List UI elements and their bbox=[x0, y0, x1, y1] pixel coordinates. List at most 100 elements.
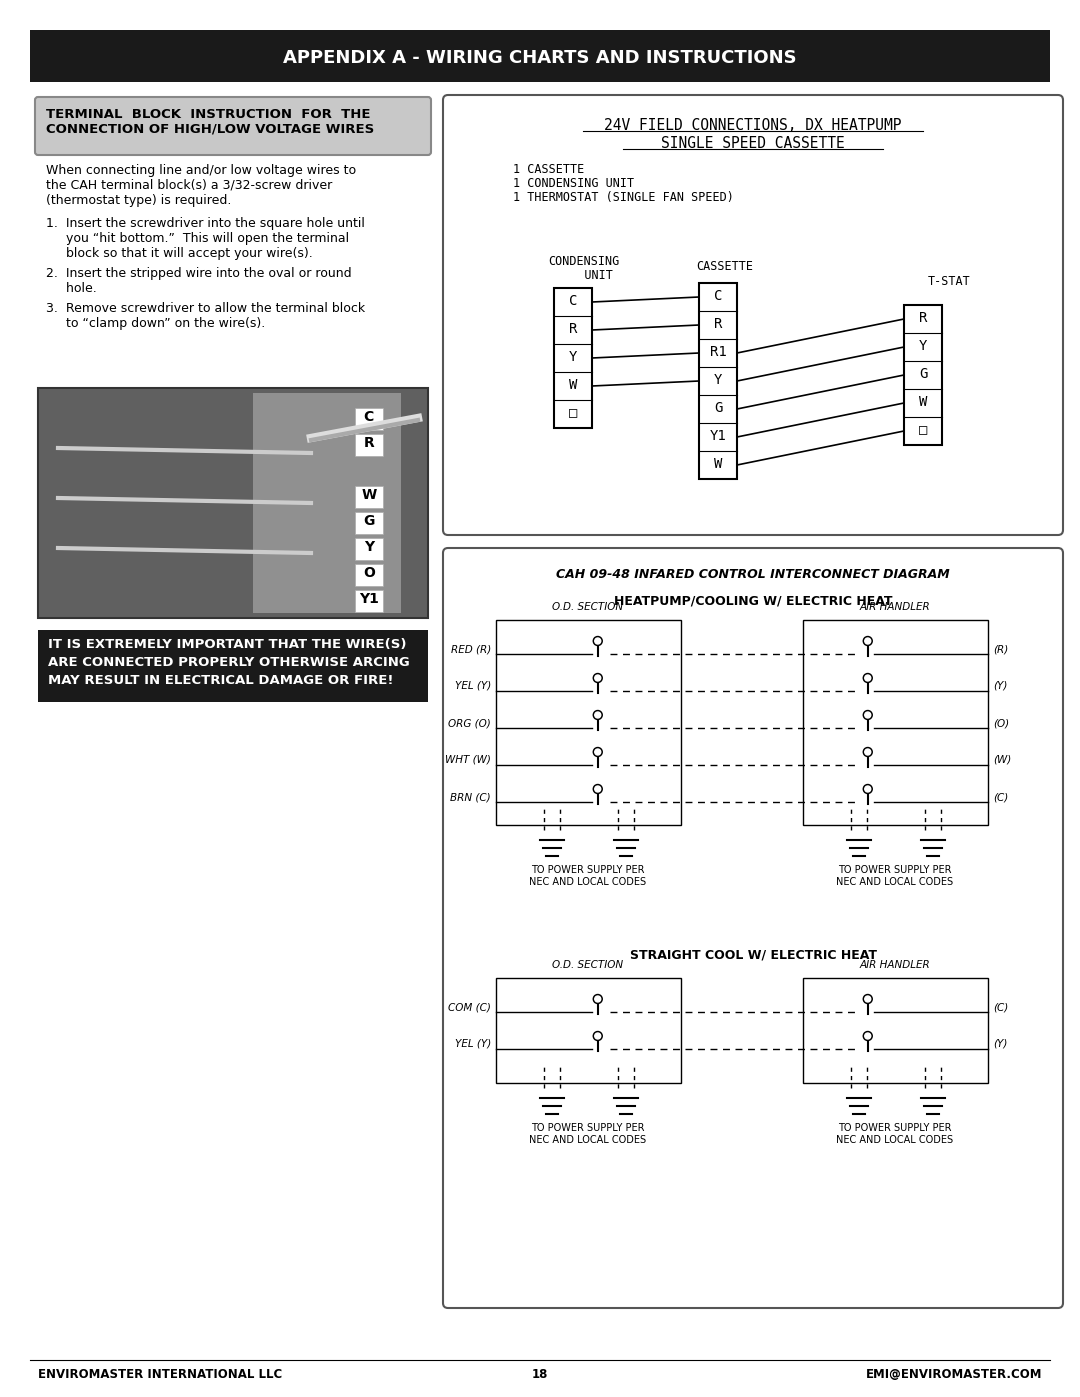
Circle shape bbox=[865, 787, 870, 792]
FancyBboxPatch shape bbox=[443, 548, 1063, 1308]
Bar bbox=[38, 388, 428, 617]
Text: (O): (O) bbox=[993, 718, 1009, 728]
Text: (C): (C) bbox=[993, 792, 1009, 802]
Text: □: □ bbox=[569, 407, 577, 420]
Text: AIR HANDLER: AIR HANDLER bbox=[860, 602, 930, 612]
Text: G: G bbox=[363, 514, 375, 528]
Text: O.D. SECTION: O.D. SECTION bbox=[553, 960, 623, 970]
Text: CONDENSING: CONDENSING bbox=[548, 256, 619, 268]
Circle shape bbox=[863, 637, 873, 645]
Bar bbox=[355, 408, 382, 430]
Text: COM (C): COM (C) bbox=[448, 1002, 491, 1011]
Text: 1 CASSETTE: 1 CASSETTE bbox=[513, 163, 584, 176]
Bar bbox=[30, 29, 1050, 82]
Bar bbox=[804, 620, 988, 826]
Text: TO POWER SUPPLY PER
NEC AND LOCAL CODES: TO POWER SUPPLY PER NEC AND LOCAL CODES bbox=[836, 1123, 954, 1144]
Text: YEL (Y): YEL (Y) bbox=[455, 1039, 491, 1049]
Text: 1 THERMOSTAT (SINGLE FAN SPEED): 1 THERMOSTAT (SINGLE FAN SPEED) bbox=[513, 191, 734, 204]
Text: hole.: hole. bbox=[46, 282, 97, 295]
Text: STRAIGHT COOL W/ ELECTRIC HEAT: STRAIGHT COOL W/ ELECTRIC HEAT bbox=[630, 949, 877, 961]
Text: EMI@ENVIROMASTER.COM: EMI@ENVIROMASTER.COM bbox=[865, 1368, 1042, 1382]
Text: R: R bbox=[569, 321, 577, 337]
Text: WHT (W): WHT (W) bbox=[445, 754, 491, 766]
Text: ENVIROMASTER INTERNATIONAL LLC: ENVIROMASTER INTERNATIONAL LLC bbox=[38, 1368, 282, 1382]
Text: 1 CONDENSING UNIT: 1 CONDENSING UNIT bbox=[513, 177, 634, 190]
Text: (W): (W) bbox=[993, 754, 1011, 766]
Text: AIR HANDLER: AIR HANDLER bbox=[860, 960, 930, 970]
Text: Y: Y bbox=[919, 339, 928, 353]
Bar bbox=[355, 511, 382, 534]
Bar bbox=[355, 564, 382, 585]
Bar bbox=[355, 590, 382, 612]
Bar bbox=[496, 620, 681, 826]
Circle shape bbox=[593, 995, 603, 1003]
Circle shape bbox=[595, 638, 600, 644]
Text: MAY RESULT IN ELECTRICAL DAMAGE OR FIRE!: MAY RESULT IN ELECTRICAL DAMAGE OR FIRE! bbox=[48, 673, 393, 687]
Text: When connecting line and/or low voltage wires to: When connecting line and/or low voltage … bbox=[46, 163, 356, 177]
Text: CASSETTE: CASSETTE bbox=[696, 260, 753, 272]
Circle shape bbox=[595, 996, 600, 1002]
Text: (R): (R) bbox=[993, 644, 1009, 654]
Circle shape bbox=[595, 1032, 600, 1039]
Text: C: C bbox=[714, 289, 723, 303]
Bar bbox=[554, 288, 592, 427]
Bar bbox=[253, 393, 401, 613]
Text: you “hit bottom.”  This will open the terminal: you “hit bottom.” This will open the ter… bbox=[46, 232, 349, 244]
Circle shape bbox=[595, 712, 600, 718]
Bar bbox=[355, 434, 382, 455]
Text: C: C bbox=[569, 293, 577, 307]
Text: W: W bbox=[361, 488, 377, 502]
Text: YEL (Y): YEL (Y) bbox=[455, 680, 491, 692]
Circle shape bbox=[865, 996, 870, 1002]
Circle shape bbox=[593, 673, 603, 683]
Text: (Y): (Y) bbox=[993, 1039, 1008, 1049]
Circle shape bbox=[593, 1031, 603, 1041]
Text: 2.  Insert the stripped wire into the oval or round: 2. Insert the stripped wire into the ova… bbox=[46, 267, 352, 279]
Text: ORG (O): ORG (O) bbox=[448, 718, 491, 728]
Text: O.D. SECTION: O.D. SECTION bbox=[553, 602, 623, 612]
Text: Y1: Y1 bbox=[710, 429, 727, 443]
Circle shape bbox=[595, 787, 600, 792]
Text: BRN (C): BRN (C) bbox=[450, 792, 491, 802]
Text: W: W bbox=[569, 379, 577, 393]
Text: R: R bbox=[714, 317, 723, 331]
Text: T-STAT: T-STAT bbox=[928, 275, 971, 288]
Circle shape bbox=[593, 785, 603, 793]
Circle shape bbox=[865, 712, 870, 718]
Circle shape bbox=[595, 749, 600, 754]
Text: G: G bbox=[919, 367, 928, 381]
Text: (Y): (Y) bbox=[993, 680, 1008, 692]
Text: HEATPUMP/COOLING W/ ELECTRIC HEAT: HEATPUMP/COOLING W/ ELECTRIC HEAT bbox=[613, 595, 892, 608]
Bar bbox=[804, 978, 988, 1083]
Bar bbox=[904, 305, 942, 446]
Bar bbox=[355, 486, 382, 509]
Text: 24V FIELD CONNECTIONS, DX HEATPUMP: 24V FIELD CONNECTIONS, DX HEATPUMP bbox=[604, 117, 902, 133]
Circle shape bbox=[593, 711, 603, 719]
Text: R: R bbox=[919, 312, 928, 326]
Text: W: W bbox=[919, 395, 928, 409]
Text: R1: R1 bbox=[710, 345, 727, 359]
Text: C: C bbox=[364, 409, 374, 425]
Text: APPENDIX A - WIRING CHARTS AND INSTRUCTIONS: APPENDIX A - WIRING CHARTS AND INSTRUCTI… bbox=[283, 49, 797, 67]
Text: Y1: Y1 bbox=[359, 592, 379, 606]
Circle shape bbox=[863, 995, 873, 1003]
Circle shape bbox=[863, 1031, 873, 1041]
Text: to “clamp down” on the wire(s).: to “clamp down” on the wire(s). bbox=[46, 317, 266, 330]
Circle shape bbox=[595, 675, 600, 680]
Text: 18: 18 bbox=[531, 1368, 549, 1382]
Text: block so that it will accept your wire(s).: block so that it will accept your wire(s… bbox=[46, 247, 313, 260]
Text: TO POWER SUPPLY PER
NEC AND LOCAL CODES: TO POWER SUPPLY PER NEC AND LOCAL CODES bbox=[836, 865, 954, 887]
Circle shape bbox=[863, 747, 873, 757]
Text: O: O bbox=[363, 566, 375, 580]
FancyBboxPatch shape bbox=[35, 96, 431, 155]
Text: W: W bbox=[714, 457, 723, 471]
Text: UNIT: UNIT bbox=[563, 270, 612, 282]
Circle shape bbox=[863, 673, 873, 683]
Text: R: R bbox=[364, 436, 374, 450]
Circle shape bbox=[593, 637, 603, 645]
Text: (C): (C) bbox=[993, 1002, 1009, 1011]
Text: Y: Y bbox=[364, 541, 374, 555]
Bar bbox=[38, 630, 428, 703]
Circle shape bbox=[865, 1032, 870, 1039]
Text: (thermostat type) is required.: (thermostat type) is required. bbox=[46, 194, 231, 207]
